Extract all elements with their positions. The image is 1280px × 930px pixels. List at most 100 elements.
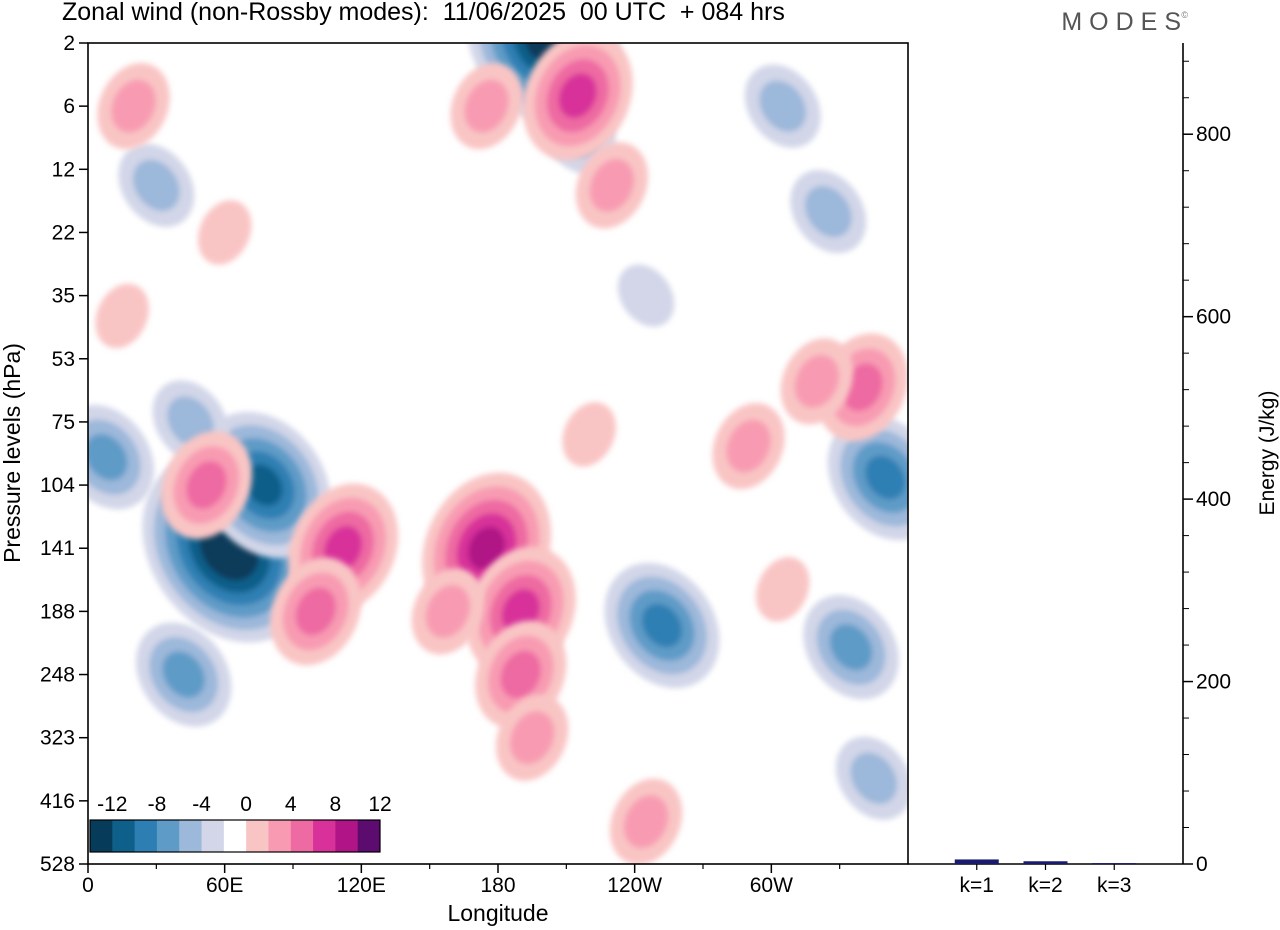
y-tick-label: 12 <box>52 158 75 181</box>
energy-tick-label: 400 <box>1196 488 1231 511</box>
heatmap-contour <box>468 526 506 570</box>
heatmap-feature <box>288 483 399 613</box>
energy-tick-label: 800 <box>1196 123 1231 146</box>
y-tick-label: 188 <box>40 600 75 623</box>
heatmap-plot <box>88 43 908 864</box>
colorbar-swatch <box>335 820 359 852</box>
heatmap-contour <box>111 79 156 133</box>
colorbar-swatch <box>90 820 113 852</box>
heatmap-feature <box>835 736 908 820</box>
energy-category-label: k=3 <box>1097 874 1131 897</box>
heatmap-feature <box>790 169 867 254</box>
y-tick-label: 248 <box>40 664 75 687</box>
colorbar-swatch <box>156 820 180 852</box>
heatmap-feature <box>197 200 252 265</box>
heatmap-contour <box>617 264 675 327</box>
x-tick-label: 120W <box>607 874 662 897</box>
heatmap-contour <box>88 433 128 481</box>
chart-title: Zonal wind (non-Rossby modes): 11/06/202… <box>62 0 785 26</box>
y-axis-label: Pressure levels (hPa) <box>0 343 25 563</box>
heatmap-feature <box>609 778 683 864</box>
y-tick-label: 22 <box>52 221 75 244</box>
energy-bar <box>1092 863 1137 864</box>
y-tick-label: 528 <box>40 853 75 876</box>
heatmap-contour <box>642 603 682 648</box>
heatmap-contour <box>500 650 542 699</box>
heatmap-contour <box>133 159 180 211</box>
colorbar-frame <box>89 819 381 853</box>
heatmap-feature <box>88 405 154 510</box>
energy-bar <box>1023 861 1068 864</box>
heatmap-feature <box>160 431 253 539</box>
colorbar-swatch <box>290 820 314 852</box>
energy-category-label: k=1 <box>960 874 994 897</box>
heatmap-feature <box>135 622 232 727</box>
heatmap-contour <box>464 79 509 133</box>
colorbar-swatch <box>179 820 203 852</box>
heatmap-contour <box>794 354 840 408</box>
heatmap-contour <box>558 73 597 119</box>
y-tick-label: 2 <box>63 32 75 55</box>
heatmap-feature <box>604 562 720 689</box>
heatmap-contour <box>509 711 555 765</box>
heatmap-feature <box>744 64 821 148</box>
copyright-mark: © <box>1181 10 1188 20</box>
colorbar-tick-label: 0 <box>240 793 252 816</box>
energy-tick-label: 200 <box>1196 671 1231 694</box>
brand-logo: MODES <box>1061 8 1188 36</box>
x-tick-label: 60W <box>750 874 793 897</box>
y-tick-label: 104 <box>40 474 75 497</box>
y-tick-label: 141 <box>40 537 75 560</box>
colorbar-tick-label: 8 <box>330 793 342 816</box>
heatmap-contour <box>865 455 906 500</box>
y-tick-label: 6 <box>63 95 75 118</box>
heatmap-contour <box>95 283 149 349</box>
colorbar-tick-label: -12 <box>97 793 127 816</box>
heatmap-feature <box>575 142 649 229</box>
y-tick-label: 416 <box>40 790 75 813</box>
heatmap-contour <box>186 461 227 510</box>
heatmap-feature <box>780 338 854 425</box>
heatmap-contour <box>589 158 635 212</box>
heatmap-feature <box>496 694 569 781</box>
colorbar-tick-label: 4 <box>285 793 297 816</box>
colorbar-swatch <box>112 820 136 852</box>
heatmap-contour <box>244 464 283 506</box>
colorbar-swatch <box>201 820 225 852</box>
y-tick-label: 53 <box>52 348 75 371</box>
heatmap-contour <box>829 624 873 671</box>
heatmap-contour <box>726 419 771 473</box>
energy-category-label: k=2 <box>1028 874 1062 897</box>
energy-bar-chart: 0 200 400 600 800 k=1 k=2 k=3 <box>908 43 1231 897</box>
heatmap-feature <box>118 143 195 227</box>
heatmap-contour <box>562 402 616 467</box>
colorbar-swatch <box>268 820 292 852</box>
energy-tick-label: 600 <box>1196 306 1231 329</box>
colorbar-swatch <box>357 820 381 852</box>
heatmap-feature <box>270 557 362 666</box>
heatmap-feature <box>617 264 675 327</box>
energy-axis-label: Energy (J/kg) <box>1256 391 1279 516</box>
heatmap-feature <box>95 283 149 349</box>
x-tick-label: 120E <box>337 874 386 897</box>
heatmap-contour <box>755 557 810 622</box>
heatmap-feature <box>712 403 785 490</box>
colorbar-swatch <box>246 820 269 852</box>
heatmap-contour <box>425 584 471 638</box>
heatmap-contour <box>162 651 205 698</box>
colorbar-tick-label: 12 <box>368 793 391 816</box>
colorbar-tick-label: -4 <box>192 793 211 816</box>
energy-tick-label: 0 <box>1196 853 1208 876</box>
heatmap-contour <box>623 795 669 849</box>
heatmap-contour <box>804 185 852 238</box>
heatmap-contour <box>850 752 898 804</box>
heatmap-feature <box>522 43 633 161</box>
heatmap-contour <box>759 80 807 132</box>
y-tick-label: 323 <box>40 727 75 750</box>
y-tick-label: 75 <box>52 411 75 434</box>
heatmap-feature <box>97 63 170 150</box>
heatmap-contour <box>197 200 252 265</box>
heatmap-contour <box>295 587 337 636</box>
